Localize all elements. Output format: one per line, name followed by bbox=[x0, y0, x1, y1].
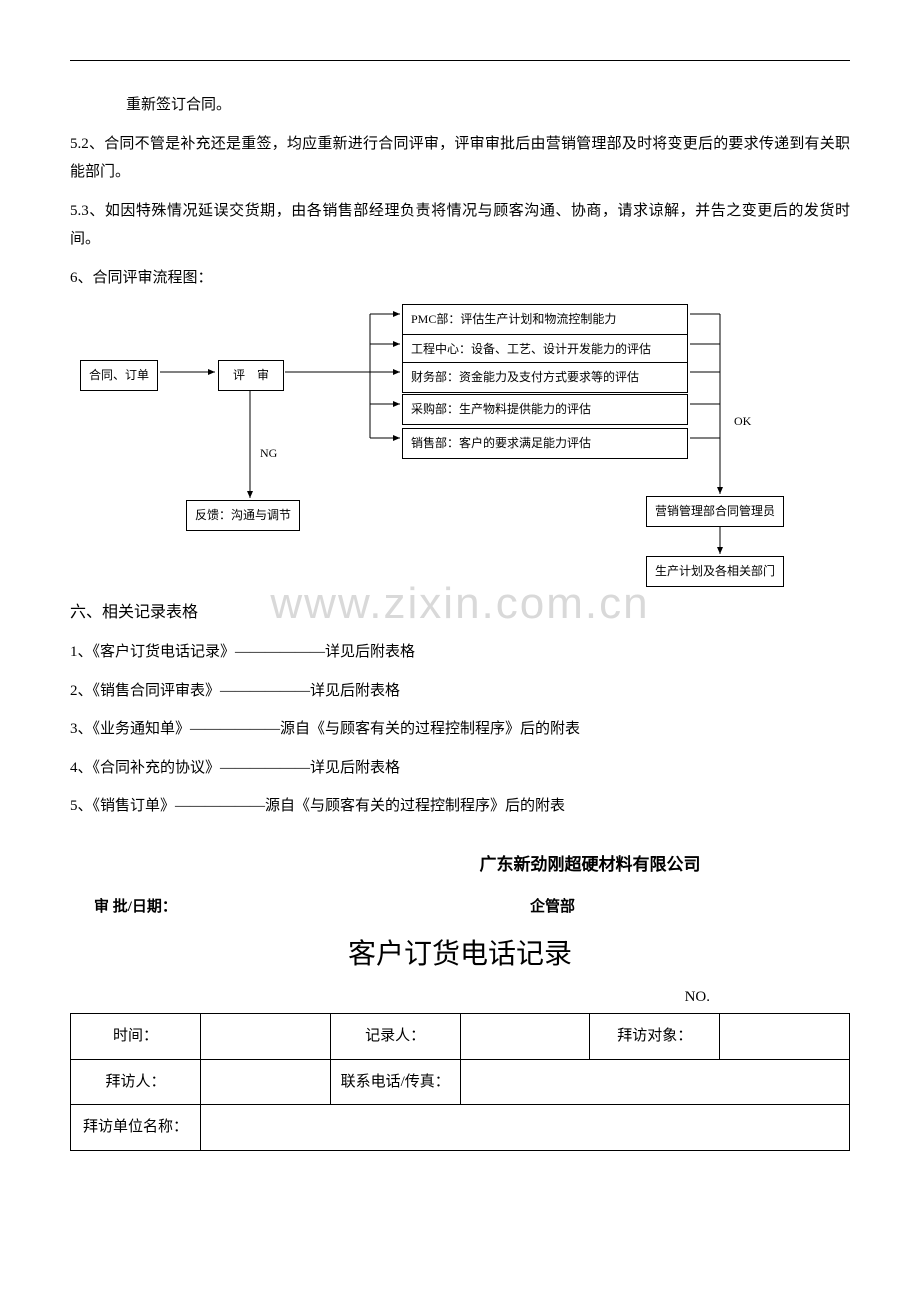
section-6-heading: 六、相关记录表格 bbox=[70, 598, 850, 628]
flow-node-mkt: 营销管理部合同管理员 bbox=[646, 496, 784, 527]
cell-visitee-value bbox=[720, 1014, 850, 1060]
para-5-3: 5.3、如因特殊情况延误交货期，由各销售部经理负责将情况与顾客沟通、协商，请求谅… bbox=[70, 197, 850, 254]
para-6: 6、合同评审流程图： bbox=[70, 264, 850, 293]
cell-phone-value bbox=[460, 1059, 849, 1105]
cell-recorder-label: 记录人： bbox=[330, 1014, 460, 1060]
record-item-2: 2、《销售合同评审表》——————详见后附表格 bbox=[70, 677, 850, 706]
dept-label: 企管部 bbox=[530, 893, 850, 922]
approval-row: 审 批/日期： 企管部 bbox=[70, 893, 850, 922]
form-title: 客户订货电话记录 bbox=[70, 928, 850, 981]
flow-node-review: 评 审 bbox=[218, 360, 284, 391]
record-form-table: 时间： 记录人： 拜访对象： 拜访人： 联系电话/传真： 拜访单位名称： bbox=[70, 1013, 850, 1151]
record-item-5: 5、《销售订单》——————源自《与顾客有关的过程控制程序》后的附表 bbox=[70, 792, 850, 821]
flow-node-pur: 采购部：生产物料提供能力的评估 bbox=[402, 394, 688, 425]
cell-unit-value bbox=[201, 1105, 850, 1151]
flow-node-eng: 工程中心：设备、工艺、设计开发能力的评估 bbox=[402, 334, 688, 365]
table-row: 时间： 记录人： 拜访对象： bbox=[71, 1014, 850, 1060]
flow-node-contract: 合同、订单 bbox=[80, 360, 158, 391]
cell-recorder-value bbox=[460, 1014, 590, 1060]
table-row: 拜访单位名称： bbox=[71, 1105, 850, 1151]
cell-visitor-label: 拜访人： bbox=[71, 1059, 201, 1105]
top-rule bbox=[70, 60, 850, 61]
para-continuation: 重新签订合同。 bbox=[70, 91, 850, 120]
flow-node-feedback: 反馈：沟通与调节 bbox=[186, 500, 300, 531]
cell-visitor-value bbox=[201, 1059, 331, 1105]
cell-unit-label: 拜访单位名称： bbox=[71, 1105, 201, 1151]
cell-time-label: 时间： bbox=[71, 1014, 201, 1060]
record-item-3: 3、《业务通知单》——————源自《与顾客有关的过程控制程序》后的附表 bbox=[70, 715, 850, 744]
record-item-1: 1、《客户订货电话记录》——————详见后附表格 bbox=[70, 638, 850, 667]
cell-visitee-label: 拜访对象： bbox=[590, 1014, 720, 1060]
record-item-4: 4、《合同补充的协议》——————详见后附表格 bbox=[70, 754, 850, 783]
para-5-2: 5.2、合同不管是补充还是重签，均应重新进行合同评审，评审审批后由营销管理部及时… bbox=[70, 130, 850, 187]
table-row: 拜访人： 联系电话/传真： bbox=[71, 1059, 850, 1105]
cell-time-value bbox=[201, 1014, 331, 1060]
flowchart: 合同、订单 评 审 PMC部：评估生产计划和物流控制能力 工程中心：设备、工艺、… bbox=[70, 302, 850, 582]
flow-label-ok: OK bbox=[734, 410, 751, 433]
flow-node-plan: 生产计划及各相关部门 bbox=[646, 556, 784, 587]
flow-node-sales: 销售部：客户的要求满足能力评估 bbox=[402, 428, 688, 459]
approval-label: 审 批/日期： bbox=[70, 893, 530, 922]
flow-node-pmc: PMC部：评估生产计划和物流控制能力 bbox=[402, 304, 688, 335]
cell-phone-label: 联系电话/传真： bbox=[330, 1059, 460, 1105]
flow-label-ng: NG bbox=[260, 442, 277, 465]
form-no-label: NO. bbox=[70, 983, 850, 1012]
company-name: 广东新劲刚超硬材料有限公司 bbox=[70, 849, 850, 881]
flow-node-fin: 财务部：资金能力及支付方式要求等的评估 bbox=[402, 362, 688, 393]
